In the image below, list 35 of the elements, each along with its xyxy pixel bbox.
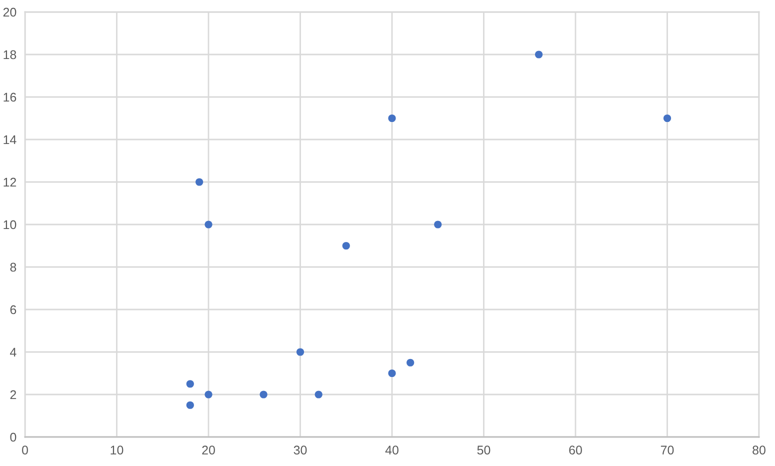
y-tick-label: 12: [4, 178, 16, 187]
x-tick-label: 0: [22, 446, 28, 455]
point: [186, 380, 194, 388]
point: [204, 390, 212, 398]
y-tick-label: 0: [10, 432, 16, 442]
y-tick-label: 8: [10, 262, 16, 272]
y-tick-label: 14: [4, 135, 16, 144]
y-tick-label: 16: [4, 92, 16, 102]
point: [196, 178, 204, 186]
x-tick-label: 20: [202, 446, 215, 455]
point: [204, 220, 212, 228]
y-tick-label: 10: [4, 220, 16, 230]
point: [260, 390, 268, 398]
y-tick-label: 6: [10, 305, 16, 314]
point: [314, 390, 322, 398]
y-tick-label: 18: [4, 50, 16, 60]
point: [406, 358, 414, 366]
x-tick-label: 50: [477, 446, 490, 455]
y-tick-label: 20: [3, 8, 16, 17]
point: [663, 114, 672, 122]
x-tick-label: 70: [660, 446, 674, 455]
point: [434, 220, 442, 228]
x-tick-label: 10: [110, 446, 124, 455]
x-tick-label: 40: [385, 446, 398, 455]
point: [186, 401, 194, 409]
point: [388, 114, 396, 122]
y-tick-label: 4: [10, 348, 16, 357]
point: [388, 369, 396, 378]
point: [534, 50, 543, 58]
y-tick-label: 2: [10, 390, 16, 400]
x-tick-label: 30: [294, 446, 307, 455]
x-tick-label: 60: [569, 446, 582, 455]
point: [296, 348, 304, 356]
point: [342, 242, 350, 250]
x-tick-label: 80: [752, 446, 766, 455]
